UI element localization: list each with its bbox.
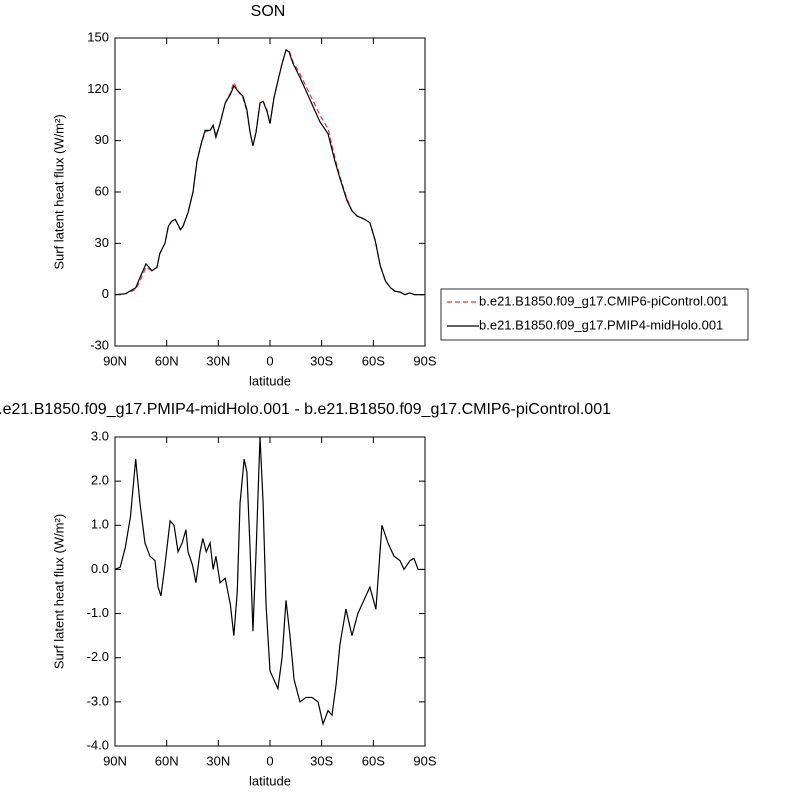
x-tick-label: 90S	[413, 753, 436, 768]
y-tick-label: 3.0	[91, 428, 109, 443]
x-tick-label: 30N	[206, 753, 230, 768]
y-tick-label: 90	[95, 132, 109, 147]
data-line	[114, 49, 425, 296]
y-axis-label: Surf latent heat flux (W/m²)	[51, 114, 66, 269]
y-tick-label: -30	[90, 337, 109, 352]
y-tick-label: -4.0	[87, 737, 109, 752]
legend-label: b.e21.B1850.f09_g17.CMIP6-piControl.001	[479, 293, 728, 308]
x-tick-label: 30S	[310, 353, 333, 368]
x-tick-label: 90S	[413, 353, 436, 368]
x-tick-label: 30N	[206, 353, 230, 368]
x-tick-label: 30S	[310, 753, 333, 768]
y-tick-label: 30	[95, 235, 109, 250]
x-tick-label: 90N	[103, 753, 127, 768]
x-axis-label: latitude	[249, 773, 291, 788]
chart-title: b.e21.B1850.f09_g17.PMIP4-midHolo.001 - …	[0, 401, 611, 418]
legend-box	[440, 288, 749, 341]
plot-frame	[114, 37, 426, 347]
legend-label: b.e21.B1850.f09_g17.PMIP4-midHolo.001	[479, 317, 723, 332]
x-tick-label: 0	[266, 753, 273, 768]
y-tick-label: 150	[87, 29, 109, 44]
y-tick-label: 1.0	[91, 517, 109, 532]
y-tick-label: 0	[102, 286, 109, 301]
x-tick-label: 60S	[362, 753, 385, 768]
x-tick-label: 90N	[103, 353, 127, 368]
y-tick-label: -2.0	[87, 649, 109, 664]
chart-title: SON	[251, 3, 286, 20]
x-tick-label: 60S	[362, 353, 385, 368]
data-line	[114, 436, 425, 727]
y-tick-label: -1.0	[87, 605, 109, 620]
x-tick-label: 60N	[155, 753, 179, 768]
y-tick-label: 120	[87, 81, 109, 96]
x-axis-label: latitude	[249, 373, 291, 388]
y-tick-label: -3.0	[87, 693, 109, 708]
y-tick-label: 0.0	[91, 561, 109, 576]
x-tick-label: 0	[266, 353, 273, 368]
y-tick-label: 60	[95, 183, 109, 198]
x-tick-label: 60N	[155, 353, 179, 368]
y-tick-label: 2.0	[91, 473, 109, 488]
y-axis-label: Surf latent heat flux (W/m²)	[51, 514, 66, 669]
